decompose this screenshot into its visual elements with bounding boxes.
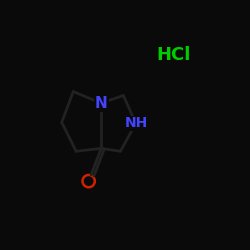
Text: HCl: HCl: [156, 46, 190, 64]
Text: N: N: [95, 96, 108, 111]
Text: NH: NH: [125, 116, 148, 130]
